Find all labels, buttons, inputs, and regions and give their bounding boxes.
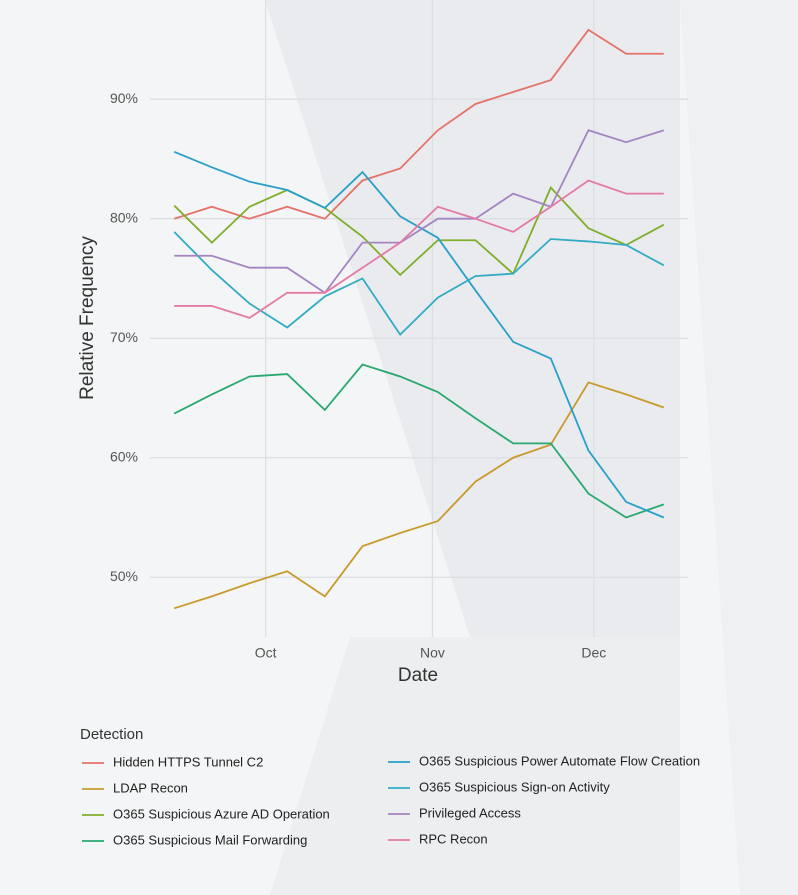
series-line: [173, 150, 665, 519]
legend: Hidden HTTPS Tunnel C2 LDAP Recon O365 Sus…: [82, 753, 700, 847]
legend-label: LDAP Recon: [113, 780, 188, 795]
y-tick-label: 50%: [110, 568, 138, 584]
legend-label: Hidden HTTPS Tunnel C2: [113, 754, 263, 769]
x-axis-label: Date: [398, 665, 438, 686]
legend-label: O365 Suspicious Sign-on Activity: [419, 779, 610, 794]
x-tick-label: Oct: [255, 645, 277, 661]
series-line: [174, 179, 664, 319]
series-line: [173, 186, 665, 277]
lines: [173, 28, 665, 610]
series-line: [173, 28, 664, 220]
legend-label: O365 Suspicious Mail Forwarding: [113, 832, 307, 847]
background-shape: [680, 0, 798, 895]
series-line: [174, 129, 665, 295]
x-tick-label: Dec: [581, 645, 606, 661]
y-tick-label: 80%: [110, 209, 138, 225]
grid: [150, 0, 688, 637]
background-shape: [265, 0, 680, 637]
y-axis-label: Relative Frequency: [77, 236, 98, 400]
series-line: [173, 381, 665, 610]
legend-title: Detection: [80, 726, 143, 743]
x-tick-label: Nov: [420, 645, 445, 661]
legend-label: O365 Suspicious Azure AD Operation: [113, 806, 330, 821]
y-tick-label: 60%: [110, 448, 138, 464]
legend-label: Privileged Access: [419, 805, 521, 820]
legend-label: O365 Suspicious Power Automate Flow Crea…: [419, 753, 700, 768]
series-line: [173, 231, 665, 337]
y-tick-label: 90%: [110, 90, 138, 106]
legend-label: RPC Recon: [419, 831, 488, 846]
background-shape: [270, 637, 680, 895]
y-tick-label: 70%: [110, 329, 138, 345]
series-line: [173, 363, 665, 519]
